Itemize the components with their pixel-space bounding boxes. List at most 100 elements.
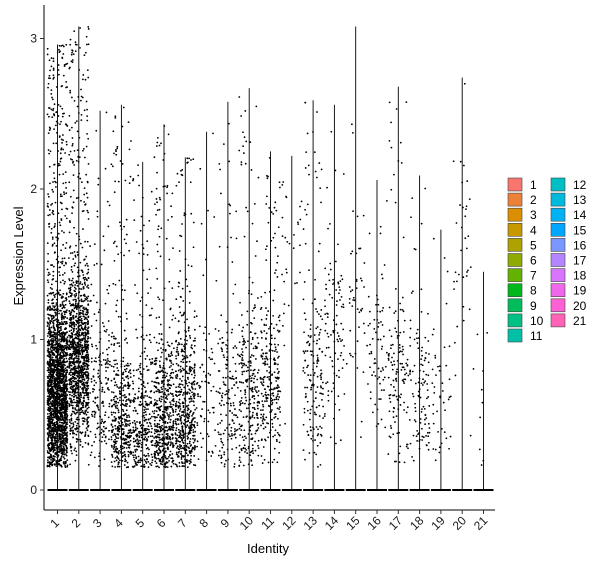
data-point [114,337,117,340]
data-point [70,265,73,268]
data-point [170,215,173,218]
data-point [105,383,108,385]
data-point [119,221,121,224]
data-point [66,402,69,404]
data-point [62,243,65,246]
data-point [52,338,55,340]
data-point [144,406,146,409]
data-point [114,457,117,459]
data-point [162,367,164,369]
data-point [65,454,68,457]
data-point [65,376,68,379]
data-point [86,363,89,366]
data-point [48,457,51,460]
data-point [125,425,128,427]
data-point [127,398,130,400]
data-point [115,148,117,151]
data-point [170,205,172,208]
data-point [46,369,49,372]
data-point [59,374,62,377]
data-point [148,421,151,424]
data-point [145,437,148,440]
data-point [50,57,53,59]
data-point [52,327,55,329]
data-point [47,274,50,277]
data-point [105,442,108,445]
data-point [68,291,71,294]
data-point [90,325,93,327]
data-point [87,163,90,165]
data-point [55,313,57,316]
data-point [50,379,53,382]
data-point [80,394,83,397]
data-point [133,465,136,467]
data-point [62,408,65,411]
data-point [68,115,71,117]
data-point [189,337,192,339]
data-point [48,429,51,432]
data-point [47,260,49,263]
data-point [63,347,66,350]
data-point [63,231,65,234]
data-point [179,295,182,298]
data-point [112,440,115,443]
data-point [170,351,173,353]
data-point [82,381,85,384]
data-point [80,408,83,411]
data-point [47,446,50,449]
data-point [58,463,61,466]
data-point [75,440,78,443]
data-point [84,336,87,338]
data-point [69,343,72,346]
data-point [82,285,85,288]
data-point [84,374,87,377]
data-point [63,410,66,412]
data-point [167,219,170,221]
data-point [48,461,50,464]
data-point [48,373,50,376]
data-point [51,439,54,442]
data-point [162,371,164,373]
data-point [153,415,155,418]
data-point [153,410,156,412]
data-point [73,350,76,352]
data-point [166,412,168,415]
data-point [80,113,83,116]
data-point [137,368,140,371]
data-point [53,432,55,435]
data-point [190,373,193,376]
data-point [60,441,63,444]
data-point [63,340,66,342]
data-point [108,204,111,207]
data-point [73,352,76,355]
data-point [155,457,158,460]
data-point [155,267,158,270]
data-point [51,116,54,119]
data-point [76,416,79,419]
data-point [52,316,55,319]
data-point [83,318,86,321]
data-point [69,150,72,153]
data-point [76,344,78,347]
data-point [53,404,56,407]
data-point [73,100,76,102]
data-point [87,303,90,306]
data-point [82,389,84,392]
data-point [136,292,139,295]
data-point [79,316,81,319]
data-point [167,393,170,396]
data-point [84,433,87,435]
data-point [114,381,117,384]
data-point [86,262,88,265]
data-point [159,391,162,394]
data-point [156,449,158,452]
data-point [49,357,52,359]
data-point [117,401,120,404]
data-point [78,306,81,309]
data-point [127,465,129,468]
data-point [109,363,111,366]
data-point [58,339,60,342]
data-point [62,432,65,435]
data-point [124,396,126,399]
data-point [55,302,58,304]
